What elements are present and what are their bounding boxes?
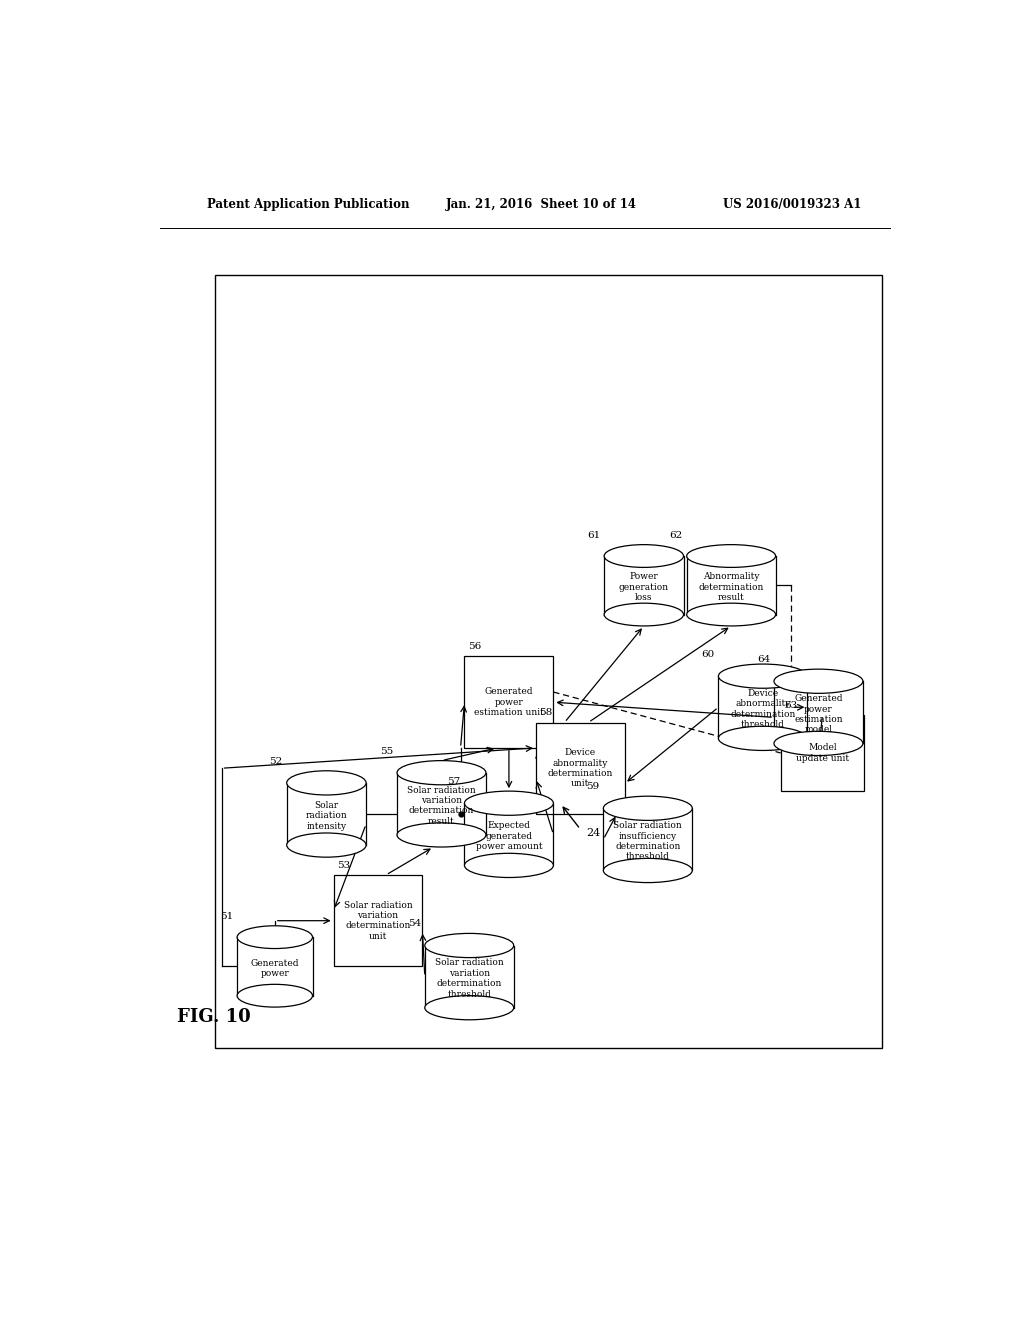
Text: 64: 64: [757, 655, 770, 664]
Ellipse shape: [238, 925, 312, 949]
Text: Expected
generated
power amount: Expected generated power amount: [475, 821, 543, 851]
FancyBboxPatch shape: [425, 945, 514, 1007]
Text: 55: 55: [380, 747, 393, 755]
FancyBboxPatch shape: [536, 722, 625, 814]
Ellipse shape: [604, 603, 684, 626]
FancyBboxPatch shape: [604, 556, 684, 615]
Ellipse shape: [425, 933, 514, 957]
Ellipse shape: [719, 726, 807, 751]
Text: 57: 57: [447, 777, 461, 785]
Text: Solar radiation
variation
determination
result: Solar radiation variation determination …: [408, 785, 476, 826]
Text: Model
update unit: Model update unit: [796, 743, 849, 763]
Text: Generated
power: Generated power: [251, 958, 299, 978]
FancyBboxPatch shape: [287, 783, 367, 845]
Text: Abnormality
determination
result: Abnormality determination result: [698, 572, 764, 602]
Ellipse shape: [465, 791, 553, 816]
Text: 58: 58: [539, 709, 552, 718]
Text: 63: 63: [784, 701, 797, 710]
Ellipse shape: [287, 771, 367, 795]
Ellipse shape: [238, 985, 312, 1007]
FancyBboxPatch shape: [780, 715, 864, 791]
Text: Solar radiation
insufficiency
determination
threshold: Solar radiation insufficiency determinat…: [613, 821, 682, 862]
Ellipse shape: [603, 858, 692, 883]
Ellipse shape: [774, 669, 863, 693]
FancyBboxPatch shape: [397, 772, 486, 836]
Text: Patent Application Publication: Patent Application Publication: [207, 198, 410, 211]
Text: US 2016/0019323 A1: US 2016/0019323 A1: [723, 198, 861, 211]
Ellipse shape: [603, 796, 692, 821]
Text: Solar radiation
variation
determination
unit: Solar radiation variation determination …: [344, 900, 413, 941]
Text: Device
abnormality
determination
unit: Device abnormality determination unit: [548, 748, 613, 788]
FancyBboxPatch shape: [334, 875, 423, 966]
Ellipse shape: [465, 853, 553, 878]
Ellipse shape: [719, 664, 807, 688]
FancyBboxPatch shape: [687, 556, 775, 615]
Text: 56: 56: [468, 643, 481, 651]
Text: Generated
power
estimation unit: Generated power estimation unit: [474, 688, 544, 717]
Ellipse shape: [397, 760, 486, 785]
Text: 60: 60: [701, 649, 715, 659]
Ellipse shape: [425, 995, 514, 1020]
Text: 61: 61: [587, 531, 600, 540]
Text: 51: 51: [220, 912, 233, 921]
Text: Generated
power
estimation
model: Generated power estimation model: [795, 694, 843, 734]
Text: 53: 53: [337, 861, 350, 870]
Text: Jan. 21, 2016  Sheet 10 of 14: Jan. 21, 2016 Sheet 10 of 14: [445, 198, 637, 211]
Text: Device
abnormality
determination
threshold: Device abnormality determination thresho…: [730, 689, 796, 729]
FancyBboxPatch shape: [719, 676, 807, 738]
Text: Power
generation
loss: Power generation loss: [618, 572, 669, 602]
Text: 59: 59: [586, 783, 599, 791]
FancyBboxPatch shape: [465, 656, 553, 748]
FancyBboxPatch shape: [238, 937, 312, 995]
Text: 62: 62: [670, 531, 683, 540]
FancyBboxPatch shape: [465, 803, 553, 866]
Ellipse shape: [687, 545, 775, 568]
Text: 24: 24: [587, 829, 601, 838]
FancyBboxPatch shape: [774, 681, 863, 743]
Ellipse shape: [687, 603, 775, 626]
Ellipse shape: [397, 822, 486, 847]
FancyBboxPatch shape: [603, 808, 692, 870]
Ellipse shape: [287, 833, 367, 857]
Text: 52: 52: [269, 756, 283, 766]
Text: 54: 54: [408, 919, 421, 928]
Ellipse shape: [604, 545, 684, 568]
Ellipse shape: [774, 731, 863, 755]
Text: Solar radiation
variation
determination
threshold: Solar radiation variation determination …: [435, 958, 504, 999]
Text: FIG. 10: FIG. 10: [177, 1008, 251, 1026]
Text: Solar
radiation
intensity: Solar radiation intensity: [305, 801, 347, 830]
